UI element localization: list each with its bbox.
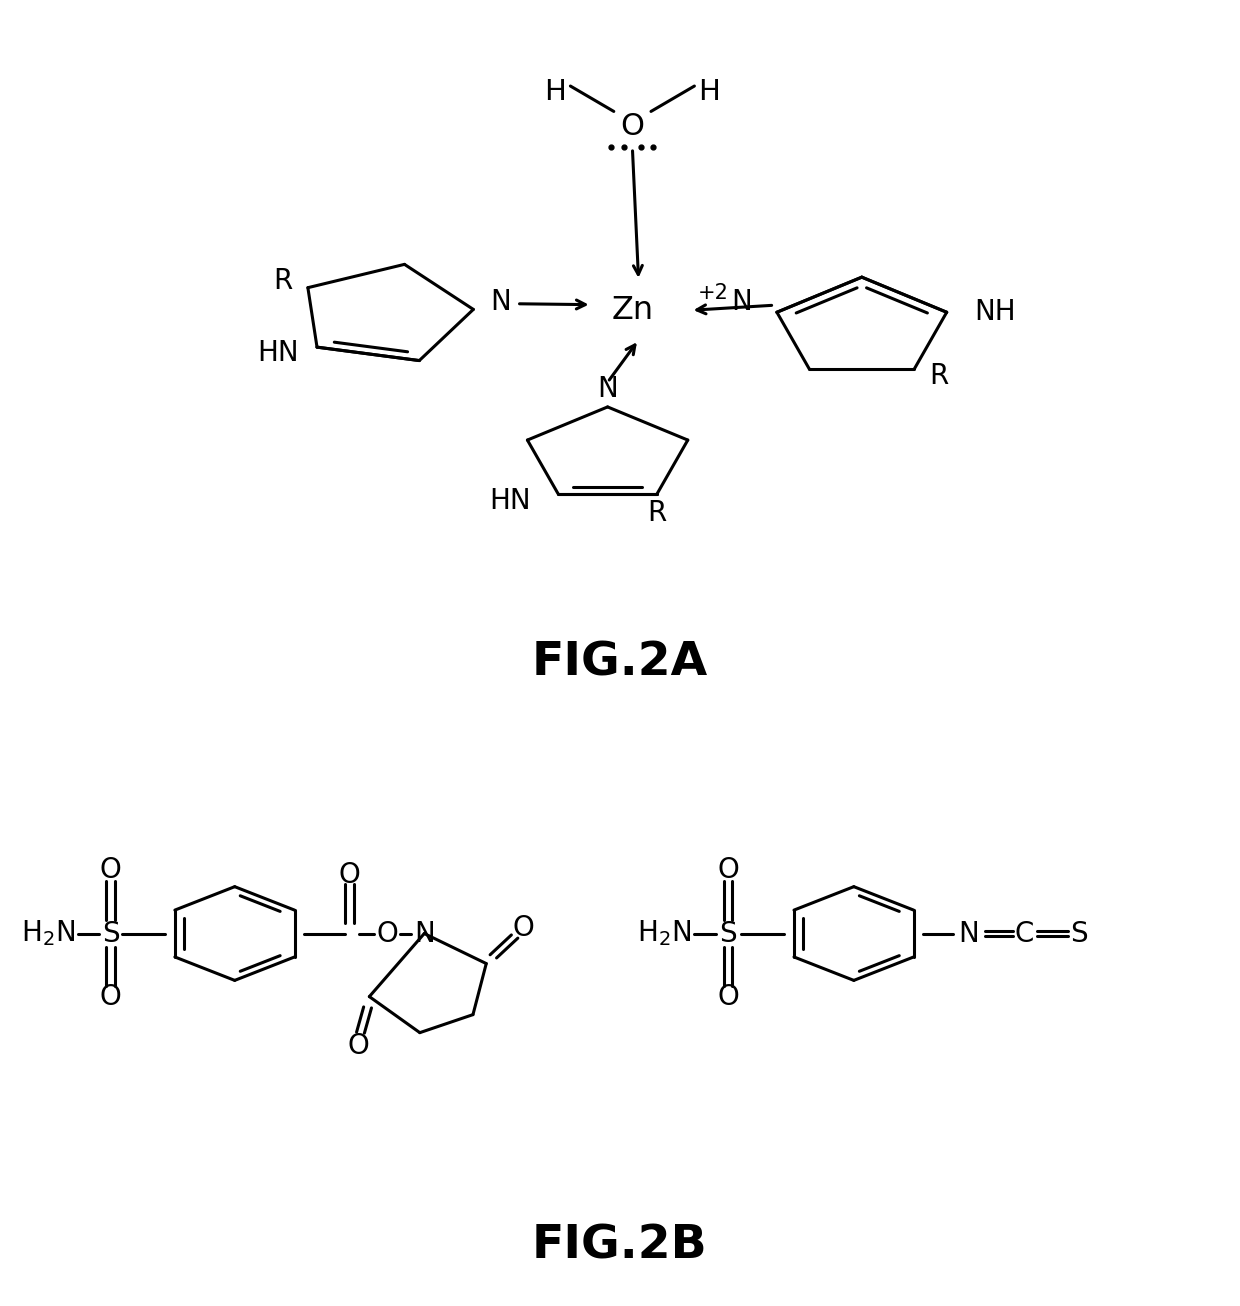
Text: NH: NH bbox=[973, 298, 1016, 326]
Text: R: R bbox=[647, 499, 667, 528]
Text: O: O bbox=[100, 857, 122, 884]
Text: H$_2$N: H$_2$N bbox=[636, 918, 691, 948]
Text: S: S bbox=[719, 919, 737, 948]
Text: N: N bbox=[732, 287, 753, 316]
Text: O: O bbox=[717, 857, 739, 884]
Text: H: H bbox=[544, 77, 567, 106]
Text: FIG.2B: FIG.2B bbox=[532, 1224, 708, 1268]
Text: N: N bbox=[598, 375, 618, 404]
Text: Zn: Zn bbox=[611, 295, 653, 325]
Text: S: S bbox=[102, 919, 119, 948]
Text: O: O bbox=[376, 919, 398, 948]
Text: HN: HN bbox=[257, 338, 299, 367]
Text: HN: HN bbox=[489, 487, 531, 515]
Text: S: S bbox=[1070, 919, 1087, 948]
Text: O: O bbox=[620, 112, 645, 141]
Text: C: C bbox=[1014, 919, 1034, 948]
Text: N: N bbox=[490, 289, 511, 316]
Text: O: O bbox=[717, 982, 739, 1011]
Text: O: O bbox=[348, 1032, 370, 1060]
Text: N: N bbox=[959, 919, 980, 948]
Text: H: H bbox=[698, 77, 720, 106]
Text: O: O bbox=[512, 913, 534, 942]
Text: R: R bbox=[274, 266, 293, 295]
Text: +2: +2 bbox=[698, 282, 728, 303]
Text: O: O bbox=[100, 982, 122, 1011]
Text: N: N bbox=[414, 919, 435, 948]
Text: O: O bbox=[339, 861, 361, 888]
Text: FIG.2A: FIG.2A bbox=[532, 640, 708, 686]
Text: R: R bbox=[929, 362, 949, 390]
Text: H$_2$N: H$_2$N bbox=[21, 918, 76, 948]
